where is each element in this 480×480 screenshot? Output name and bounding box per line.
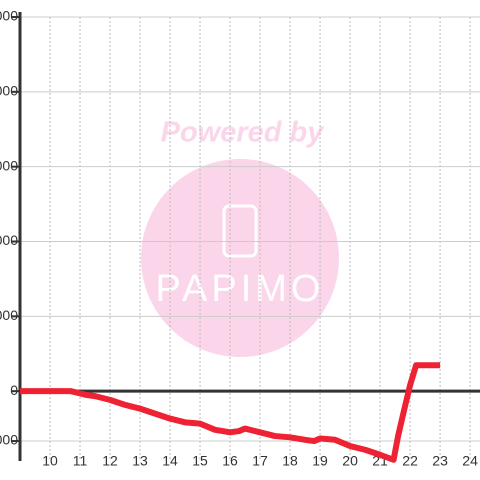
watermark-logo: PAPIMO (156, 268, 325, 310)
x-tick-label: 20 (342, 453, 358, 469)
y-tick-label: 120,000 (0, 83, 18, 99)
y-tick-label: -20,000 (0, 432, 18, 448)
x-tick-label: 10 (42, 453, 58, 469)
y-tick-label: 30,000 (0, 307, 18, 323)
y-tick-label: 90,000 (0, 157, 18, 173)
y-tick-label: 0 (10, 382, 18, 398)
x-tick-label: 14 (162, 453, 178, 469)
data-line (20, 362, 441, 463)
watermark-circle (141, 159, 339, 357)
watermark-icon (222, 204, 258, 258)
x-tick-label: 15 (192, 453, 208, 469)
y-tick-label: 150,000 (0, 8, 18, 24)
x-tick-label: 18 (282, 453, 298, 469)
x-tick-label: 22 (402, 453, 418, 469)
x-tick-label: 13 (132, 453, 148, 469)
x-tick-label: 23 (432, 453, 448, 469)
x-tick-label: 19 (312, 453, 328, 469)
x-tick-label: 11 (73, 453, 88, 469)
x-tick-label: 24 (462, 453, 478, 469)
y-tick-label: 60,000 (0, 232, 18, 248)
x-tick-label: 17 (252, 453, 268, 469)
watermark-top: Powered by (161, 117, 326, 149)
x-tick-label: 12 (102, 453, 118, 469)
x-tick-label: 16 (222, 453, 238, 469)
